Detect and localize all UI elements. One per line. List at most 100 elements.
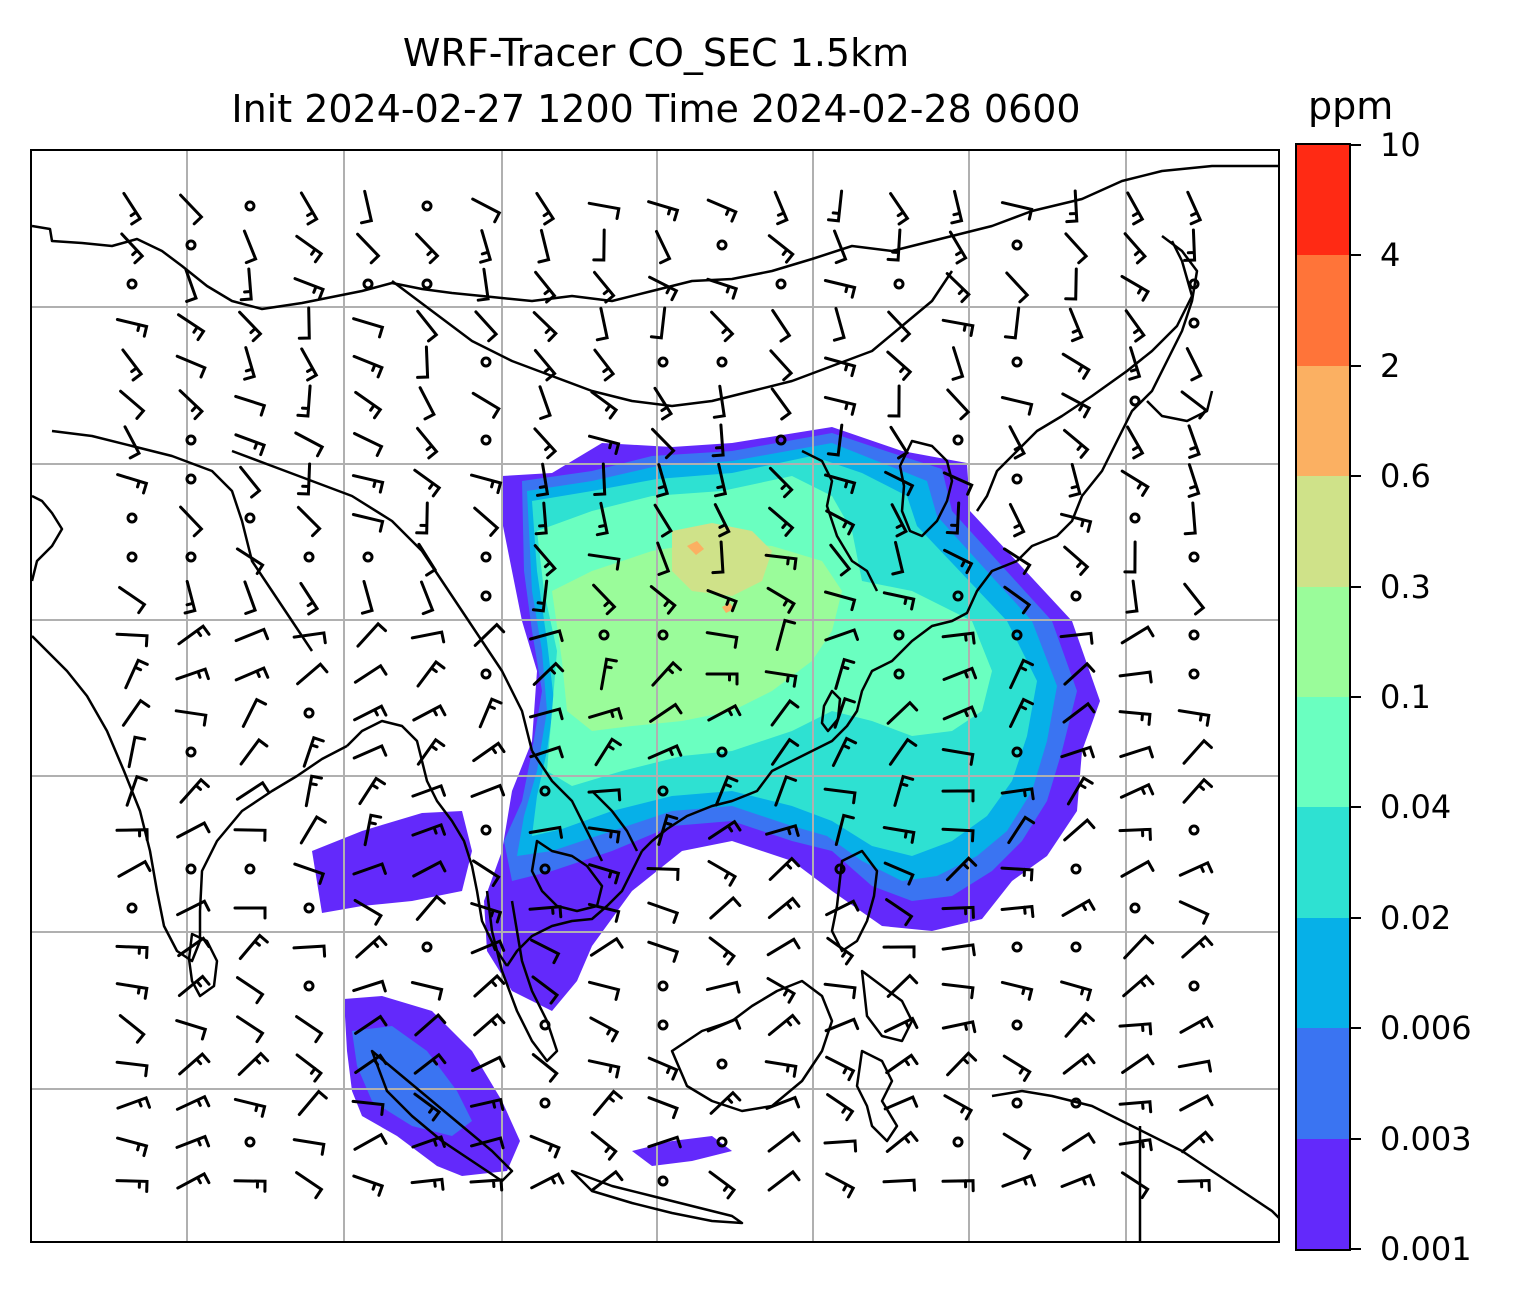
calm-wind-marker	[480, 434, 492, 446]
wind-barb	[236, 976, 265, 1005]
wind-barb	[1118, 1138, 1153, 1152]
coastline-sumatra	[370, 1049, 514, 1183]
calm-wind-marker	[952, 434, 964, 446]
wind-barb	[470, 939, 506, 955]
wind-barb	[882, 826, 916, 844]
wind-barb	[1118, 670, 1153, 684]
wind-barb	[416, 426, 439, 460]
calm-wind-marker	[1129, 512, 1141, 524]
calm-wind-marker	[834, 863, 846, 875]
wind-barb	[120, 232, 145, 265]
wind-barb	[531, 1053, 559, 1083]
wind-barb	[647, 940, 680, 963]
calm-wind-marker	[1011, 941, 1023, 953]
wind-barb	[241, 697, 268, 728]
colorbar-tick	[1351, 144, 1361, 146]
colorbar-tick	[1351, 1248, 1361, 1250]
colorbar-tick	[1351, 806, 1361, 809]
calm-wind-marker	[716, 239, 728, 251]
calm-wind-marker	[716, 356, 728, 368]
calm-wind-marker	[480, 590, 492, 602]
wind-barb	[237, 1051, 270, 1076]
wind-barb	[413, 468, 442, 498]
wind-barb	[534, 501, 548, 536]
coastline-myanmar	[420, 760, 509, 967]
wind-barb	[1182, 738, 1213, 765]
wind-barb	[590, 1131, 618, 1161]
wind-barb	[470, 783, 506, 798]
wind-barb	[1118, 710, 1152, 726]
wind-barb	[299, 191, 319, 226]
wind-barb	[1120, 859, 1155, 878]
wind-barb	[1124, 309, 1146, 343]
wind-barb	[711, 540, 725, 575]
calm-wind-marker	[126, 902, 138, 914]
wind-barb	[115, 828, 149, 842]
wind-barb	[118, 586, 147, 615]
wind-barb	[179, 777, 210, 804]
calm-wind-marker	[185, 473, 197, 485]
wind-barb	[884, 1016, 919, 1033]
wind-barb	[1183, 228, 1197, 262]
wind-barb	[824, 590, 857, 612]
colorbar	[1295, 143, 1351, 1251]
wind-barb	[177, 974, 211, 997]
calm-wind-marker	[1070, 590, 1082, 602]
wind-barb	[946, 388, 971, 421]
wind-barb	[470, 473, 503, 495]
wind-barb	[115, 1179, 149, 1193]
wind-barb	[941, 905, 975, 919]
wind-barb	[826, 1093, 855, 1122]
wind-barb	[175, 354, 207, 379]
wind-barb	[234, 666, 270, 682]
wind-barb	[1060, 980, 1093, 1002]
wind-barb	[943, 1094, 974, 1121]
wind-barb	[1060, 745, 1095, 759]
calm-wind-marker	[480, 668, 492, 680]
wind-barb	[417, 542, 438, 577]
calm-wind-marker	[185, 746, 197, 758]
wind-barb	[706, 198, 738, 223]
wind-barb	[535, 191, 556, 226]
wind-barb	[941, 943, 976, 957]
wind-barb	[292, 631, 327, 645]
wind-barb	[941, 748, 975, 766]
wind-barb	[766, 937, 801, 957]
coastline-china-east	[641, 559, 1018, 852]
wind-barb	[649, 306, 667, 340]
calm-wind-marker	[539, 1019, 551, 1031]
wind-barb	[1003, 306, 1021, 340]
wind-barb	[234, 433, 267, 457]
wind-barb	[1121, 1053, 1155, 1074]
wind-barb	[299, 815, 327, 845]
colorbar-tick-label: 0.001	[1380, 1230, 1472, 1268]
wind-barb	[239, 737, 269, 766]
wind-barb	[1064, 232, 1089, 265]
wind-barb	[1064, 267, 1078, 301]
wind-barb	[706, 589, 738, 613]
wind-barb	[770, 387, 792, 421]
wind-barb	[709, 1090, 742, 1115]
wind-barb	[1177, 709, 1211, 727]
wind-barb	[885, 1053, 919, 1075]
wind-barb	[354, 390, 383, 420]
wind-barb	[833, 696, 856, 729]
colorbar-segment	[1297, 1028, 1349, 1139]
colorbar-segment	[1297, 807, 1349, 918]
wind-barb	[296, 384, 312, 418]
wind-barb	[233, 1179, 267, 1193]
wind-barb	[176, 820, 211, 839]
calm-wind-marker	[893, 668, 905, 680]
wind-barb	[363, 813, 383, 847]
wind-barb	[1187, 424, 1201, 459]
calm-wind-marker	[775, 434, 787, 446]
wind-barb	[767, 1169, 801, 1192]
colorbar-tick	[1351, 254, 1361, 257]
calm-wind-marker	[1011, 1097, 1023, 1109]
wind-barb	[416, 309, 439, 343]
calm-wind-marker	[775, 278, 787, 290]
wind-barb	[657, 813, 679, 846]
wind-barb	[529, 629, 564, 643]
wind-barb	[768, 506, 795, 537]
wind-barb	[707, 860, 738, 887]
